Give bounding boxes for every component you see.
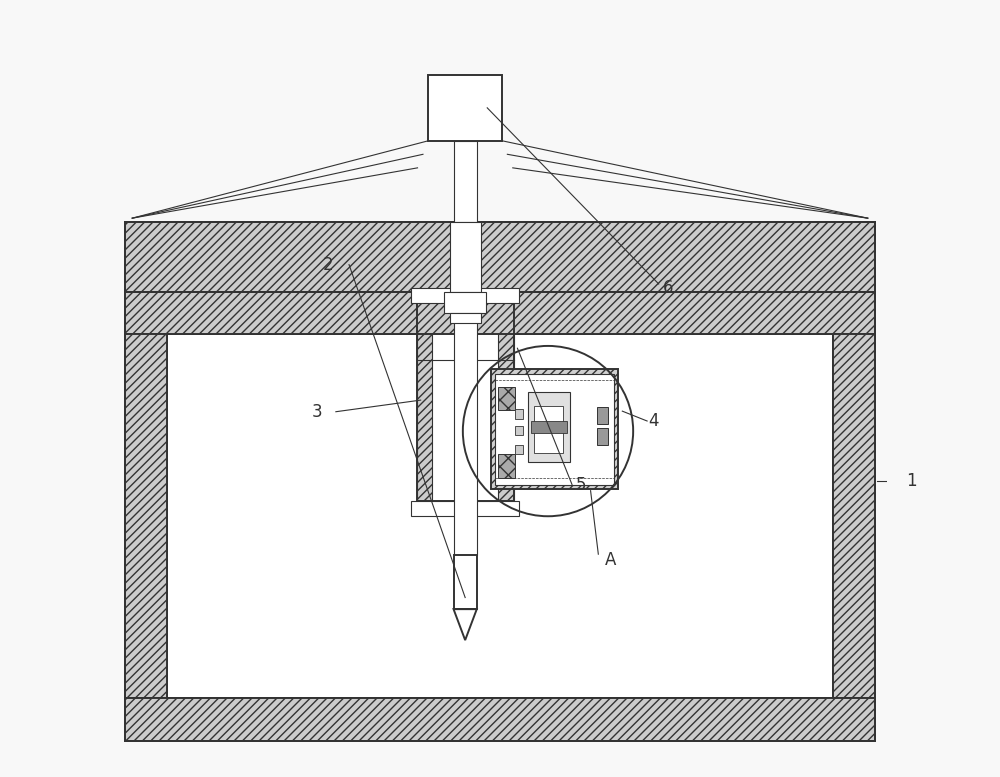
Polygon shape [454, 555, 477, 609]
Polygon shape [531, 421, 567, 434]
Polygon shape [454, 609, 477, 640]
Polygon shape [167, 334, 833, 699]
Polygon shape [597, 428, 608, 444]
Polygon shape [450, 313, 481, 322]
Polygon shape [450, 222, 481, 291]
Text: 1: 1 [906, 472, 917, 490]
Polygon shape [528, 392, 570, 462]
Polygon shape [125, 60, 875, 222]
Polygon shape [432, 299, 498, 500]
Polygon shape [495, 374, 614, 485]
Polygon shape [597, 407, 608, 424]
Text: 6: 6 [663, 279, 673, 297]
Polygon shape [125, 222, 454, 291]
Text: A: A [605, 552, 616, 570]
Polygon shape [454, 299, 477, 555]
Polygon shape [125, 334, 167, 699]
Polygon shape [498, 387, 515, 410]
Polygon shape [411, 287, 519, 303]
Polygon shape [515, 426, 523, 435]
Polygon shape [411, 500, 519, 516]
Polygon shape [428, 75, 502, 141]
Polygon shape [833, 334, 875, 699]
Polygon shape [454, 141, 477, 222]
Polygon shape [417, 299, 432, 500]
Polygon shape [125, 291, 875, 334]
Polygon shape [498, 299, 514, 500]
Polygon shape [444, 291, 486, 313]
Polygon shape [491, 369, 618, 490]
Text: 4: 4 [649, 412, 659, 430]
Polygon shape [477, 222, 875, 291]
Text: 5: 5 [576, 476, 586, 493]
Polygon shape [498, 455, 515, 478]
Polygon shape [515, 409, 523, 419]
Polygon shape [515, 445, 523, 455]
Text: 2: 2 [323, 256, 334, 274]
Text: 3: 3 [311, 402, 322, 420]
Polygon shape [125, 699, 875, 740]
Polygon shape [534, 406, 563, 453]
